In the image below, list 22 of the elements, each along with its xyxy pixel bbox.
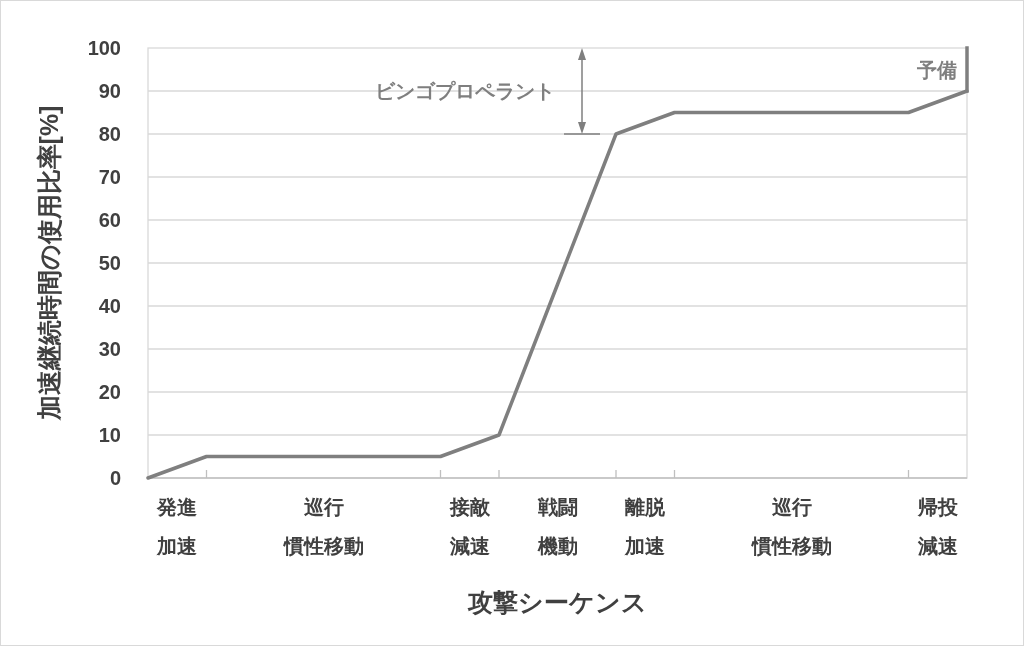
y-tick-label: 80 [98, 123, 121, 145]
y-tick-label: 30 [98, 338, 121, 360]
x-tick-label: 接敵減速 [449, 496, 490, 557]
y-tick-label: 20 [98, 381, 121, 403]
y-tick-label: 90 [98, 80, 121, 102]
y-tick-label: 40 [98, 295, 121, 317]
annotation: ビンゴプロペラント [375, 80, 555, 102]
annotation: 予備 [917, 58, 957, 81]
y-axis-title: 加速継続時間の使用比率[%] [35, 105, 63, 421]
y-tick-label: 60 [98, 209, 121, 231]
y-tick-label: 10 [98, 424, 121, 446]
x-tick-label: 戦闘機動 [537, 496, 578, 557]
x-axis-title: 攻撃シーケンス [468, 588, 647, 616]
y-tick-label: 0 [109, 467, 121, 489]
x-tick-label: 巡行慣性移動 [283, 496, 364, 557]
y-tick-label: 100 [87, 37, 121, 59]
y-tick-label: 50 [98, 252, 121, 274]
x-tick-label: 巡行慣性移動 [751, 496, 832, 557]
x-tick-label: 離脱加速 [625, 496, 666, 557]
x-tick-label: 帰投減速 [917, 496, 958, 557]
y-tick-label: 70 [98, 166, 121, 188]
x-tick-label: 発進加速 [157, 496, 198, 557]
